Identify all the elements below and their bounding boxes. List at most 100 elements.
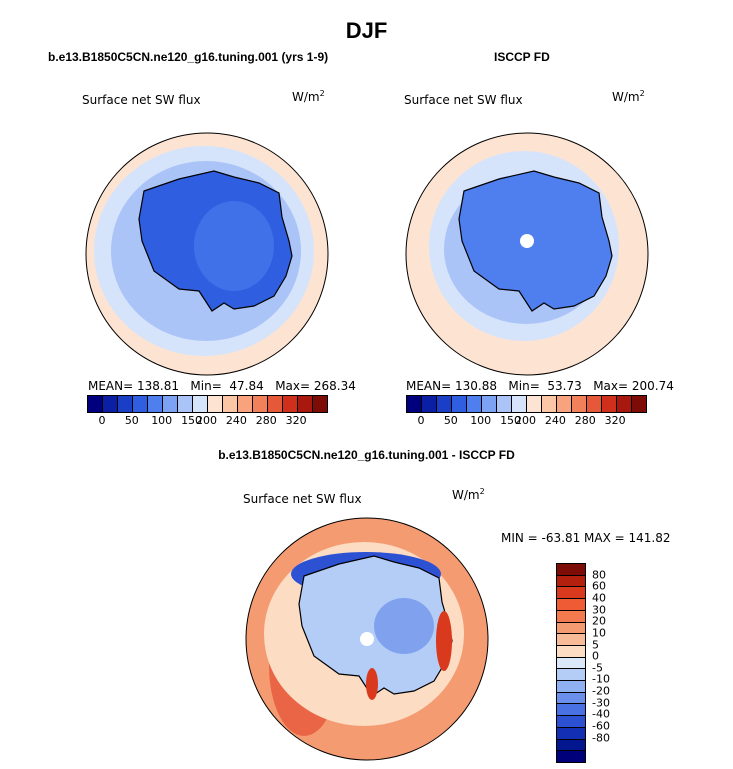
panel-1-units-label: W/m2 — [292, 89, 325, 104]
panel-3-colorbar — [556, 563, 586, 763]
colorbar-swatch — [148, 396, 163, 412]
colorbar-swatch — [557, 727, 585, 740]
colorbar-tick-label: -40 — [592, 707, 610, 721]
colorbar-tick-label: 10 — [592, 626, 606, 640]
panel-2-map — [405, 132, 649, 376]
colorbar-swatch — [527, 396, 542, 412]
panel-2-pole-hole — [520, 234, 534, 248]
colorbar-swatch — [557, 622, 585, 635]
colorbar-tick-label: 280 — [574, 414, 596, 427]
colorbar-swatch — [88, 396, 103, 412]
panel-3-stats: MIN = -63.81 MAX = 141.82 — [501, 531, 671, 545]
colorbar-swatch — [313, 396, 327, 412]
colorbar-swatch — [437, 396, 452, 412]
colorbar-tick-label: 30 — [592, 603, 606, 617]
colorbar-swatch — [118, 396, 133, 412]
colorbar-tick-label: 200 — [196, 414, 217, 427]
colorbar-swatch — [632, 396, 646, 412]
colorbar-swatch — [103, 396, 118, 412]
colorbar-swatch — [208, 396, 223, 412]
colorbar-swatch — [407, 396, 422, 412]
colorbar-tick-label: 200 — [515, 414, 536, 427]
colorbar-tick-label: 100 — [151, 414, 173, 427]
panel-3-variable-label: Surface net SW flux — [243, 492, 362, 506]
colorbar-tick-label: 240 — [544, 414, 566, 427]
colorbar-swatch — [557, 692, 585, 705]
colorbar-swatch — [223, 396, 238, 412]
colorbar-swatch — [163, 396, 178, 412]
colorbar-swatch — [557, 681, 585, 693]
colorbar-tick-label: 50 — [443, 414, 458, 427]
colorbar-tick-label: -5 — [592, 661, 603, 675]
colorbar-swatch — [497, 396, 512, 412]
colorbar-tick-label: -60 — [592, 719, 610, 733]
panel-2-title: ISCCP FD — [494, 50, 550, 64]
colorbar-swatch — [602, 396, 617, 412]
panel-3-positive-anomaly — [436, 611, 452, 671]
colorbar-swatch — [268, 396, 283, 412]
panel-3-units-label: W/m2 — [452, 487, 485, 502]
colorbar-swatch — [557, 396, 572, 412]
panel-2-stats: MEAN= 130.88 Min= 53.73 Max= 200.74 — [406, 379, 674, 393]
colorbar-swatch — [617, 396, 632, 412]
colorbar-swatch — [557, 634, 585, 646]
colorbar-tick-label: 60 — [592, 579, 606, 593]
colorbar-swatch — [557, 716, 585, 728]
colorbar-tick-label: 150 — [500, 414, 522, 427]
colorbar-tick-label: 5 — [592, 638, 599, 652]
colorbar-tick-label: 80 — [592, 568, 606, 582]
colorbar-swatch — [542, 396, 557, 412]
panel-3-title: b.e13.B1850C5CN.ne120_g16.tuning.001 - I… — [218, 448, 515, 462]
figure-title: DJF — [345, 18, 388, 43]
colorbar-swatch — [298, 396, 313, 412]
panel-2-colorbar — [406, 395, 647, 413]
colorbar-tick-label: 320 — [604, 414, 626, 427]
colorbar-swatch — [557, 739, 585, 752]
colorbar-swatch — [587, 396, 602, 412]
colorbar-swatch — [283, 396, 298, 412]
colorbar-swatch — [557, 587, 585, 600]
panel-2-antarctica-continent — [458, 170, 613, 312]
colorbar-tick-label: 20 — [592, 614, 606, 628]
colorbar-swatch — [557, 564, 585, 576]
colorbar-swatch — [557, 751, 585, 762]
colorbar-tick-label: 320 — [285, 414, 307, 427]
colorbar-swatch — [557, 645, 585, 658]
panel-3-map — [245, 517, 489, 761]
colorbar-tick-label: 0 — [98, 414, 106, 427]
panel-2-units-label: W/m2 — [612, 89, 645, 104]
colorbar-swatch — [238, 396, 253, 412]
panel-1-stats: MEAN= 138.81 Min= 47.84 Max= 268.34 — [88, 379, 356, 393]
panel-1-variable-label: Surface net SW flux — [82, 93, 201, 107]
colorbar-tick-label: 50 — [124, 414, 139, 427]
colorbar-tick-label: -30 — [592, 696, 610, 710]
colorbar-swatch — [557, 599, 585, 611]
colorbar-swatch — [557, 575, 585, 588]
colorbar-swatch — [557, 610, 585, 623]
panel-1-colorbar — [87, 395, 328, 413]
panel-2-variable-label: Surface net SW flux — [404, 93, 523, 107]
colorbar-swatch — [482, 396, 497, 412]
colorbar-tick-label: 0 — [592, 649, 599, 663]
colorbar-swatch — [193, 396, 208, 412]
panel-1-title: b.e13.B1850C5CN.ne120_g16.tuning.001 (yr… — [48, 50, 329, 64]
colorbar-swatch — [178, 396, 193, 412]
colorbar-swatch — [422, 396, 437, 412]
colorbar-tick-label: 240 — [225, 414, 247, 427]
colorbar-swatch — [572, 396, 587, 412]
colorbar-swatch — [557, 669, 585, 682]
colorbar-tick-label: 40 — [592, 591, 606, 605]
colorbar-tick-label: 0 — [417, 414, 425, 427]
panel-3-pole-hole — [360, 632, 374, 646]
panel-1-map — [85, 132, 329, 376]
colorbar-swatch — [253, 396, 268, 412]
colorbar-tick-label: 100 — [470, 414, 492, 427]
colorbar-tick-label: -20 — [592, 684, 610, 698]
colorbar-tick-label: 150 — [181, 414, 203, 427]
colorbar-tick-label: 280 — [255, 414, 277, 427]
colorbar-swatch — [512, 396, 527, 412]
colorbar-swatch — [557, 657, 585, 670]
colorbar-swatch — [133, 396, 148, 412]
colorbar-swatch — [452, 396, 467, 412]
colorbar-tick-label: -80 — [592, 731, 610, 745]
